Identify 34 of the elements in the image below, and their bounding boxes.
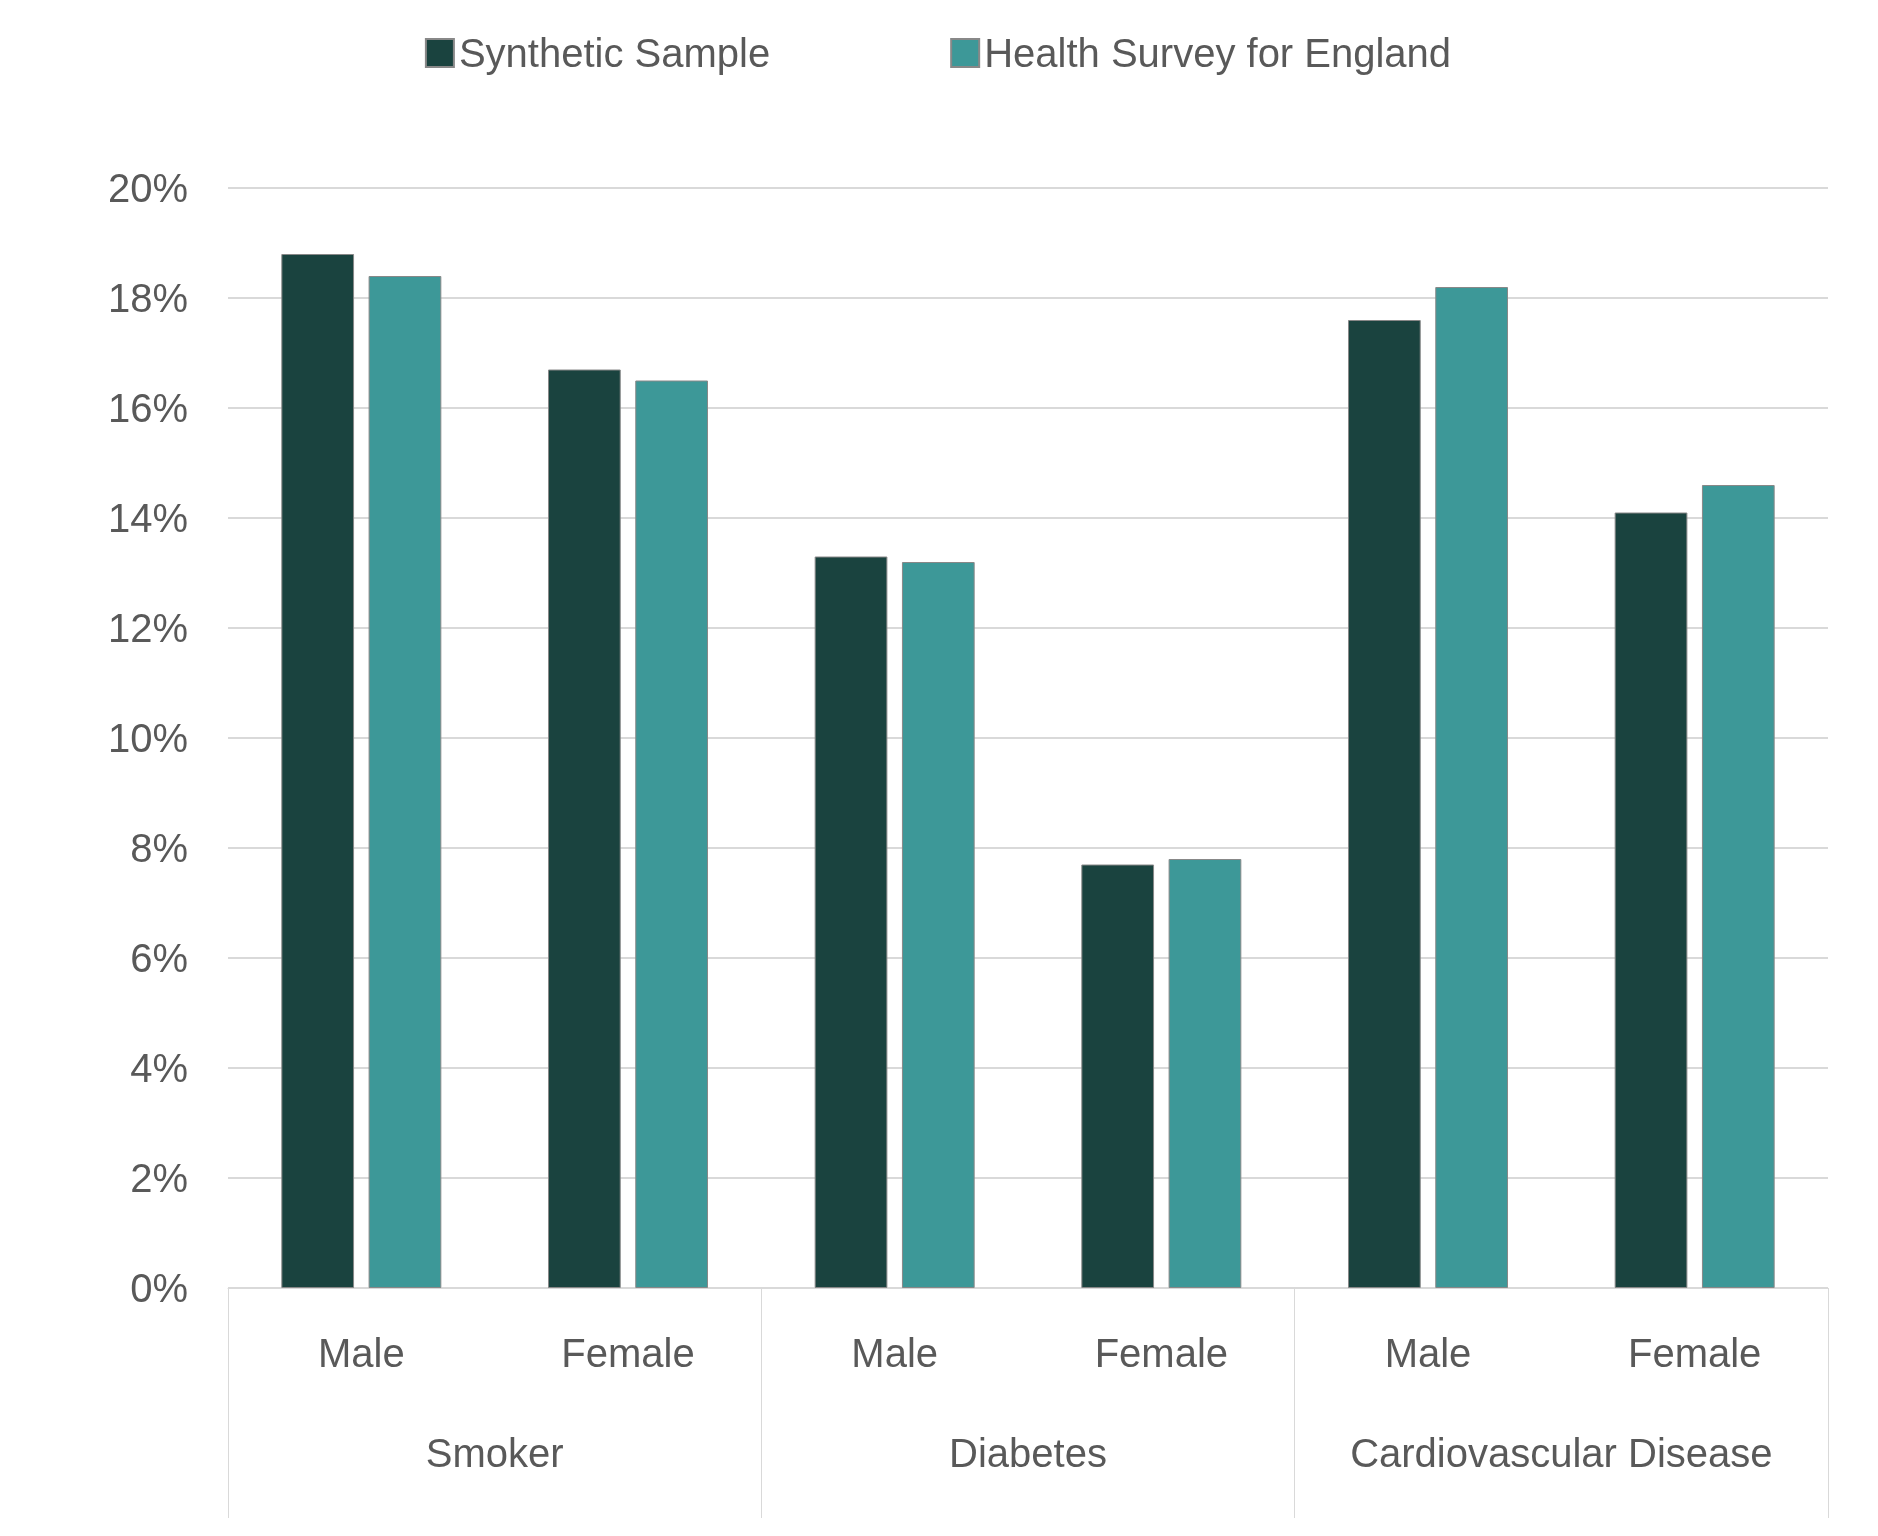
- y-tick-label: 6%: [130, 936, 188, 980]
- bar: [1614, 512, 1688, 1288]
- y-tick-label: 20%: [107, 166, 188, 210]
- y-tick-label: 2%: [130, 1156, 188, 1200]
- bar: [1435, 287, 1508, 1288]
- y-tick-label: 16%: [107, 386, 188, 430]
- x-tick-label: Male: [1384, 1331, 1472, 1375]
- x-tick-label: Female: [1627, 1331, 1762, 1375]
- bar: [1348, 320, 1421, 1288]
- bar: [901, 562, 975, 1288]
- y-tick-label: 18%: [107, 276, 188, 320]
- bar: [548, 369, 621, 1288]
- text: Diabetes: [949, 1431, 1107, 1475]
- bar: [1168, 859, 1242, 1288]
- x-tick-label: Male: [317, 1331, 405, 1375]
- bar: [368, 276, 442, 1288]
- y-tick-label: 10%: [107, 716, 188, 760]
- bar: [814, 556, 888, 1288]
- x-tick-label: Female: [1094, 1331, 1229, 1375]
- text: Cardiovascular Disease: [1350, 1431, 1773, 1475]
- y-tick-label: 8%: [130, 826, 188, 870]
- y-tick-label: 12%: [107, 606, 188, 650]
- legend-label: Synthetic Sample: [458, 31, 771, 75]
- text: Smoker: [425, 1431, 564, 1475]
- bar: [1701, 485, 1775, 1288]
- bar: [281, 254, 355, 1288]
- y-tick-label: 4%: [130, 1046, 188, 1090]
- y-tick-label: 0%: [130, 1266, 188, 1310]
- bar: [1081, 864, 1155, 1288]
- y-tick-label: 14%: [107, 496, 188, 540]
- legend-label: Health Survey for England: [984, 31, 1452, 75]
- bar: [635, 380, 708, 1288]
- x-tick-label: Female: [561, 1331, 695, 1375]
- x-tick-label: Male: [851, 1331, 939, 1375]
